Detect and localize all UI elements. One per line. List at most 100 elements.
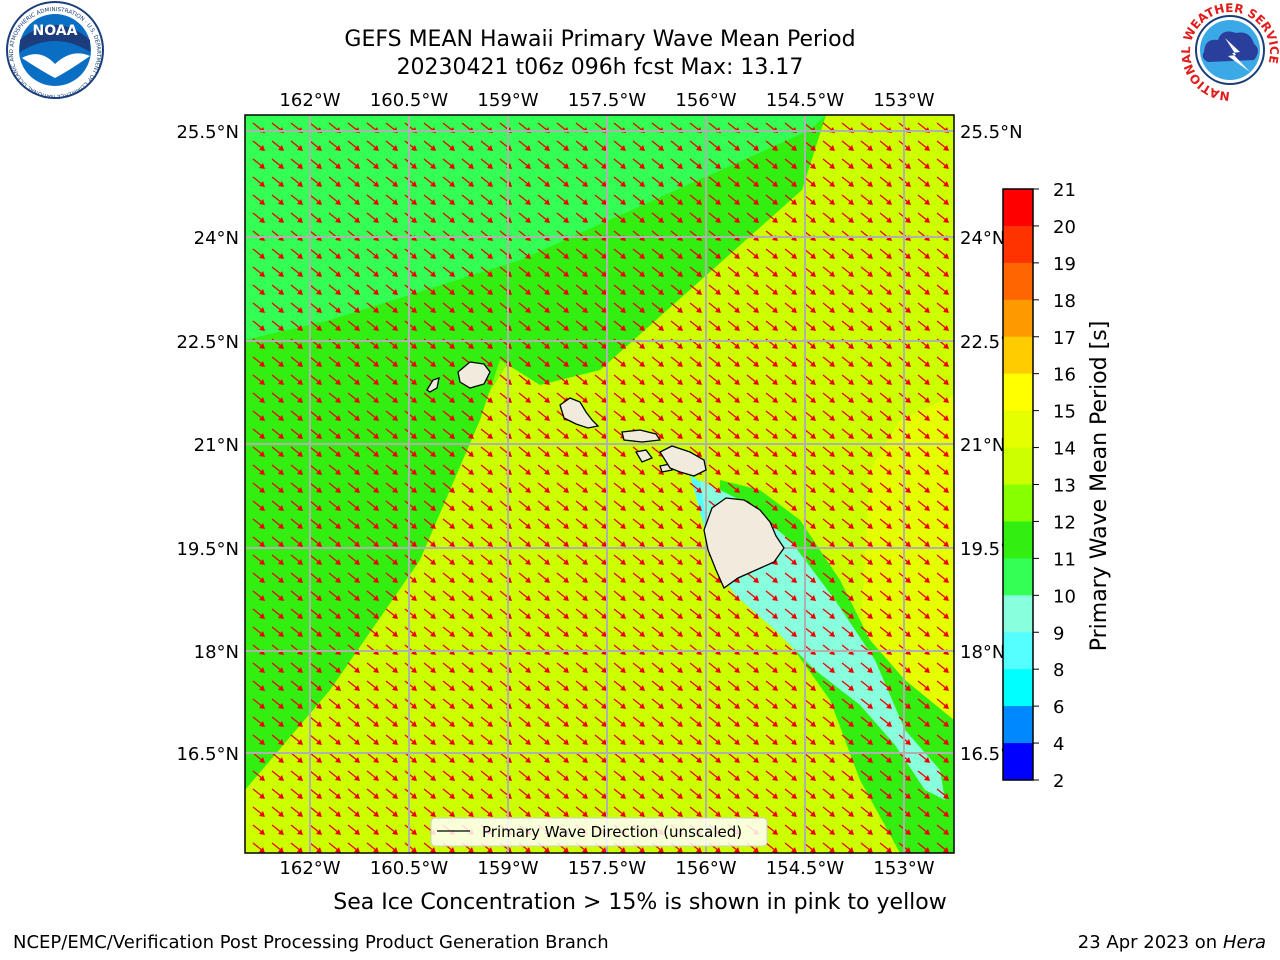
wave-arrow bbox=[879, 752, 892, 763]
wave-arrow bbox=[936, 806, 949, 817]
wave-arrow bbox=[613, 176, 626, 187]
wave-arrow bbox=[575, 356, 588, 367]
wave-arrow bbox=[252, 500, 265, 511]
wave-arrow bbox=[309, 374, 322, 385]
wave-arrow bbox=[309, 410, 322, 421]
colorbar-segment bbox=[1003, 225, 1033, 264]
wave-arrow bbox=[613, 284, 626, 295]
wave-arrow bbox=[271, 212, 284, 223]
wave-arrow bbox=[917, 158, 930, 169]
wave-arrow bbox=[841, 410, 854, 421]
wave-arrow bbox=[765, 608, 778, 619]
wave-arrow bbox=[594, 518, 607, 529]
wave-arrow bbox=[860, 554, 873, 565]
wave-arrow bbox=[746, 140, 759, 151]
wave-arrow bbox=[670, 194, 683, 205]
wave-arrow bbox=[936, 446, 949, 457]
wave-arrow bbox=[556, 806, 569, 817]
lon-ticks-bottom: 162°W 160.5°W 159°W 157.5°W 156°W 154.5°W 153°… bbox=[279, 858, 934, 879]
wave-arrow bbox=[461, 518, 474, 529]
wave-arrow bbox=[689, 788, 702, 799]
wave-arrow bbox=[461, 698, 474, 709]
wave-arrow bbox=[708, 698, 721, 709]
wave-arrow bbox=[556, 716, 569, 727]
wave-arrow bbox=[423, 842, 436, 853]
wave-arrow bbox=[328, 698, 341, 709]
wave-arrow bbox=[290, 500, 303, 511]
wave-arrow bbox=[822, 626, 835, 637]
wave-arrow bbox=[765, 176, 778, 187]
wave-arrow bbox=[271, 698, 284, 709]
wave-arrow bbox=[518, 788, 531, 799]
wave-arrow bbox=[594, 536, 607, 547]
lat-tick-left: 16.5°N bbox=[176, 744, 239, 765]
colorbar-label: 19 bbox=[1053, 254, 1076, 275]
wave-arrow bbox=[328, 212, 341, 223]
lat-tick-left: 18°N bbox=[194, 642, 239, 663]
wave-arrow bbox=[385, 590, 398, 601]
wave-arrow bbox=[556, 500, 569, 511]
wave-arrow bbox=[328, 320, 341, 331]
wave-arrow bbox=[727, 788, 740, 799]
noaa-logo: NOAA NATIONAL OCEANIC AND ATMOSPHERIC AD… bbox=[6, 1, 104, 99]
lat-tick-left: 21°N bbox=[194, 435, 239, 456]
wave-arrow bbox=[841, 734, 854, 745]
wave-arrow bbox=[708, 356, 721, 367]
wave-arrow bbox=[366, 158, 379, 169]
wave-arrow bbox=[765, 356, 778, 367]
lon-tick-top: 160.5°W bbox=[370, 90, 449, 111]
wave-arrow bbox=[385, 410, 398, 421]
wave-arrow bbox=[309, 698, 322, 709]
wave-arrow bbox=[860, 158, 873, 169]
wave-arrow bbox=[727, 356, 740, 367]
graticule bbox=[245, 115, 954, 853]
wave-arrow bbox=[879, 446, 892, 457]
wave-arrow bbox=[746, 266, 759, 277]
wave-arrow bbox=[442, 428, 455, 439]
wave-arrow bbox=[271, 734, 284, 745]
wave-arrow bbox=[727, 662, 740, 673]
wave-arrow bbox=[271, 752, 284, 763]
wave-arrow bbox=[309, 518, 322, 529]
wave-arrow bbox=[727, 212, 740, 223]
wave-arrow bbox=[347, 626, 360, 637]
wave-arrow bbox=[689, 302, 702, 313]
wave-arrow bbox=[879, 176, 892, 187]
wave-arrow bbox=[689, 680, 702, 691]
colorbar-title: Primary Wave Mean Period [s] bbox=[1087, 321, 1112, 652]
wave-arrow bbox=[309, 824, 322, 835]
wave-arrow bbox=[822, 356, 835, 367]
wave-arrow bbox=[765, 302, 778, 313]
wave-arrow bbox=[423, 788, 436, 799]
wave-arrow bbox=[670, 554, 683, 565]
noaa-logo-text: NOAA bbox=[33, 23, 78, 39]
wave-arrow bbox=[575, 302, 588, 313]
wave-arrow bbox=[613, 662, 626, 673]
wave-arrow bbox=[461, 464, 474, 475]
wave-arrow bbox=[879, 716, 892, 727]
wave-arrow bbox=[746, 158, 759, 169]
wave-arrow bbox=[651, 554, 664, 565]
wave-arrow bbox=[461, 734, 474, 745]
wave-arrow bbox=[290, 698, 303, 709]
wave-arrow bbox=[442, 716, 455, 727]
wave-arrow bbox=[841, 608, 854, 619]
wave-arrow bbox=[784, 626, 797, 637]
wave-arrow bbox=[689, 320, 702, 331]
wave-arrow bbox=[271, 824, 284, 835]
wave-arrow bbox=[347, 320, 360, 331]
wave-arrow bbox=[347, 500, 360, 511]
wave-arrow bbox=[271, 788, 284, 799]
wave-arrow bbox=[385, 680, 398, 691]
wave-arrow bbox=[537, 374, 550, 385]
wave-arrow bbox=[689, 698, 702, 709]
wave-arrow bbox=[385, 446, 398, 457]
wave-arrow bbox=[860, 248, 873, 259]
wave-arrow bbox=[822, 392, 835, 403]
wave-arrow bbox=[366, 266, 379, 277]
lon-tick-top: 162°W bbox=[279, 90, 340, 111]
wave-arrow bbox=[366, 752, 379, 763]
colorbar-segment bbox=[1003, 632, 1033, 670]
wave-arrow bbox=[537, 176, 550, 187]
wave-arrow bbox=[879, 212, 892, 223]
